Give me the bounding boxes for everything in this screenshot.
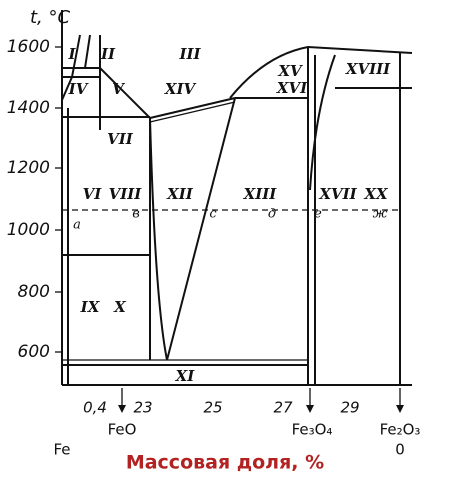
y-tick-label: 800 bbox=[18, 282, 50, 302]
point-label: е bbox=[314, 207, 322, 222]
x-tick-label: 0,4 bbox=[83, 399, 107, 417]
region-label: XVIII bbox=[345, 60, 391, 78]
x-tick-label: 29 bbox=[340, 399, 359, 417]
region-label: X bbox=[113, 298, 127, 316]
region-label: III bbox=[178, 45, 201, 63]
region-label: I bbox=[67, 45, 76, 63]
y-tick-label: 1600 bbox=[7, 37, 50, 57]
component-label: Fe bbox=[53, 441, 70, 459]
component-label: Fe₂O₃ bbox=[380, 421, 421, 439]
point-label: с bbox=[209, 207, 217, 222]
y-tick-label: 1200 bbox=[7, 158, 50, 178]
component-label: FeO bbox=[108, 421, 137, 439]
y-axis-label: t, °C bbox=[30, 7, 71, 28]
region-label: XX bbox=[363, 185, 389, 203]
point-label: а bbox=[73, 218, 81, 233]
region-label: XIV bbox=[164, 80, 197, 98]
component-label: Fe₃O₄ bbox=[292, 421, 333, 439]
region-label: V bbox=[112, 80, 125, 98]
region-label: IX bbox=[80, 298, 101, 316]
point-label: ж bbox=[373, 207, 388, 222]
region-label: VI bbox=[83, 185, 103, 203]
x-tick-label: 25 bbox=[203, 399, 222, 417]
y-tick-label: 1400 bbox=[7, 98, 50, 118]
point-label: в bbox=[132, 207, 140, 222]
x-tick-label: 23 bbox=[133, 399, 152, 417]
x-axis-title: Массовая доля, % bbox=[126, 452, 324, 474]
region-label: XVII bbox=[318, 185, 357, 203]
y-tick-label: 600 bbox=[18, 342, 50, 362]
region-label: XV bbox=[277, 62, 303, 80]
diagram-lines bbox=[55, 10, 413, 413]
region-label: XII bbox=[166, 185, 194, 203]
y-tick-label: 1000 bbox=[7, 220, 50, 240]
region-label: VIII bbox=[109, 185, 143, 203]
region-label: II bbox=[100, 45, 116, 63]
region-label: XVI bbox=[276, 79, 308, 97]
region-label: XIII bbox=[243, 185, 278, 203]
region-label: VII bbox=[107, 130, 134, 148]
component-label: 0 bbox=[395, 441, 405, 459]
x-tick-label: 27 bbox=[273, 399, 293, 417]
region-label: XI bbox=[175, 367, 196, 385]
region-label: IV bbox=[68, 80, 89, 98]
point-label: д bbox=[268, 207, 276, 222]
